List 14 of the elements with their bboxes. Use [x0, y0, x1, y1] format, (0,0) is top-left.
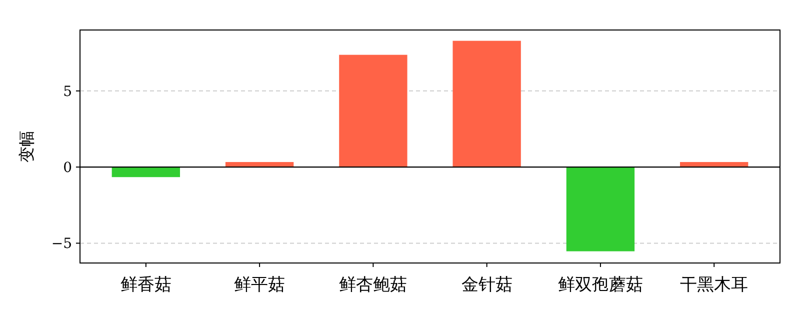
y-tick-label: 0: [63, 160, 72, 176]
x-tick-label: 鲜杏鲍菇: [339, 275, 408, 295]
bar: [566, 167, 635, 252]
y-tick-label: 5: [63, 84, 72, 100]
x-tick-label: 金针菇: [461, 275, 512, 295]
y-tick-label: −5: [51, 236, 72, 252]
x-tick-label: 干黑木耳: [680, 275, 748, 295]
x-tick-label: 鲜平菇: [234, 275, 286, 295]
bar: [112, 167, 180, 178]
bar: [452, 40, 521, 168]
bar: [339, 54, 408, 168]
y-axis-title: 变幅: [17, 130, 36, 162]
x-tick-label: 鲜香菇: [120, 275, 172, 295]
x-tick-label: 鲜双孢蘑菇: [558, 275, 643, 295]
